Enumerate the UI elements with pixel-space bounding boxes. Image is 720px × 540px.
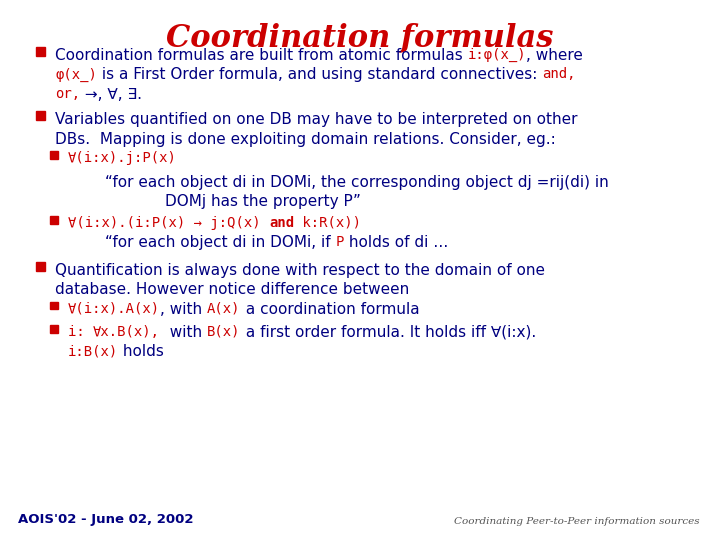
Text: Coordination formulas: Coordination formulas	[166, 22, 554, 53]
Text: , with: , with	[160, 301, 207, 316]
Text: →, ∀, ∃.: →, ∀, ∃.	[80, 87, 142, 102]
Text: i:φ(x̲): i:φ(x̲)	[467, 48, 526, 62]
Text: i:: i:	[68, 325, 93, 339]
Text: , where: , where	[526, 48, 583, 63]
Text: ∀(i:x).(i:P(x) → j:Q(x): ∀(i:x).(i:P(x) → j:Q(x)	[68, 215, 269, 230]
Text: and: and	[269, 215, 294, 230]
Text: AOIS'02 - June 02, 2002: AOIS'02 - June 02, 2002	[18, 513, 194, 526]
Text: k:R(x)): k:R(x))	[294, 215, 361, 230]
Text: “for each object di in DOMi, the corresponding object dj =rij(di) in: “for each object di in DOMi, the corresp…	[105, 175, 608, 190]
Text: with: with	[160, 325, 207, 340]
Text: a first order formula. It holds iff ∀(i:x).: a first order formula. It holds iff ∀(i:…	[240, 325, 536, 340]
Text: DBs.  Mapping is done exploiting domain relations. Consider, eg.:: DBs. Mapping is done exploiting domain r…	[55, 132, 556, 147]
Text: database. However notice difference between: database. However notice difference betw…	[55, 282, 409, 297]
Text: B(x): B(x)	[207, 325, 240, 339]
Text: ∀(i:x).j:P(x): ∀(i:x).j:P(x)	[68, 151, 177, 165]
Text: P: P	[336, 235, 344, 249]
Text: Variables quantified on one DB may have to be interpreted on other: Variables quantified on one DB may have …	[55, 112, 577, 127]
Text: “for each object di in DOMi, if: “for each object di in DOMi, if	[105, 235, 336, 250]
Text: DOMj has the property P”: DOMj has the property P”	[165, 194, 361, 209]
Text: is a First Order formula, and using standard connectives:: is a First Order formula, and using stan…	[97, 68, 542, 83]
Text: i:B(x): i:B(x)	[68, 345, 118, 359]
Text: holds of di …: holds of di …	[344, 235, 449, 250]
Text: φ(x̲): φ(x̲)	[55, 68, 97, 82]
Bar	[36, 111, 45, 120]
Text: a coordination formula: a coordination formula	[240, 301, 419, 316]
Text: Coordination formulas are built from atomic formulas: Coordination formulas are built from ato…	[55, 48, 467, 63]
Text: or,: or,	[55, 87, 80, 101]
Text: ∀(i:x).A(x): ∀(i:x).A(x)	[68, 301, 160, 315]
Bar	[36, 47, 45, 56]
Bar	[36, 261, 45, 271]
Text: A(x): A(x)	[207, 301, 240, 315]
Text: Coordinating Peer-to-Peer information sources: Coordinating Peer-to-Peer information so…	[454, 517, 700, 526]
Text: Quantification is always done with respect to the domain of one: Quantification is always done with respe…	[55, 262, 545, 278]
Text: ∀x.B(x),: ∀x.B(x),	[93, 325, 160, 339]
Text: and,: and,	[542, 68, 575, 82]
Text: holds: holds	[118, 345, 164, 360]
